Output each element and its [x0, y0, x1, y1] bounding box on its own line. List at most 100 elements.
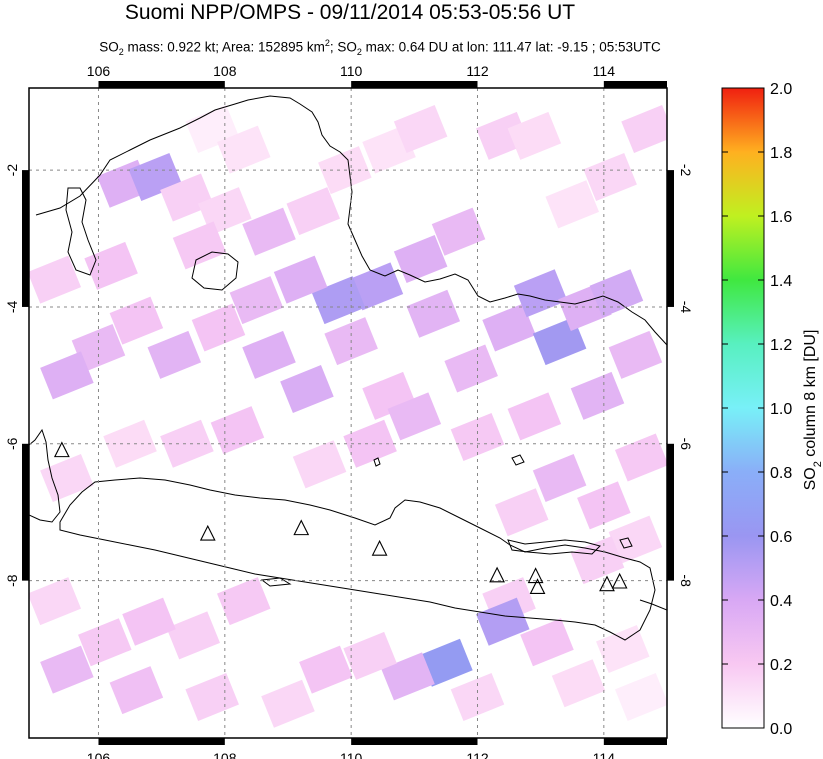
- so2-pixel-48: [210, 406, 265, 455]
- colorbar-label-rest: column 8 km [DU]: [802, 330, 819, 462]
- so2-pixel-59: [475, 597, 530, 646]
- x-tick-bottom-112: 112: [466, 750, 489, 759]
- so2-pixel-41: [608, 330, 663, 379]
- so2-pixel-27: [29, 255, 82, 304]
- volcano-marker-8: [611, 572, 628, 589]
- so2-pixel-20: [273, 255, 328, 304]
- kangean-islet: [619, 537, 633, 549]
- colorbar-ticks: 0.0 0.2 0.4 0.6 0.8 1.0 1.2 1.4 1.6 1.8 2.0: [722, 81, 792, 738]
- border-bar-left-3: [22, 443, 29, 581]
- y-tick-left--2: -2: [4, 164, 20, 177]
- so2-pixel-54: [614, 433, 667, 482]
- so2-pixel-76: [596, 625, 650, 674]
- x-tick-bottom-110: 110: [340, 750, 363, 759]
- cb-tick-label-0.6: 0.6: [770, 529, 792, 546]
- so2-pixel-73: [29, 577, 82, 626]
- so2-pixel-43: [507, 392, 562, 441]
- subtitle-so2-prefix: SO: [99, 39, 119, 55]
- so2-pixel-29: [172, 221, 227, 270]
- java-sea-islet: [511, 454, 525, 466]
- border-bar-bottom-5: [603, 738, 667, 745]
- so2-pixel-67: [166, 611, 221, 660]
- cb-tick-label-1.0: 1.0: [770, 401, 792, 418]
- cb-tick-label-1.2: 1.2: [770, 337, 792, 354]
- border-bar-top-5: [603, 81, 667, 88]
- cb-tick-label-1.6: 1.6: [770, 209, 792, 226]
- cb-tick-label-0.8: 0.8: [770, 465, 792, 482]
- so2-pixel-26: [40, 351, 94, 400]
- chart-subtitle: SO2 mass: 0.922 kt; Area: 152895 km2; SO…: [0, 34, 760, 61]
- x-tick-bottom-106: 106: [87, 750, 111, 759]
- so2-pixel-1: [217, 125, 271, 174]
- so2-pixel-7: [286, 187, 341, 236]
- coastline-layer: [29, 95, 667, 641]
- so2-pixel-46: [343, 419, 397, 468]
- subtitle-mid: ; SO: [329, 39, 357, 55]
- y-tick-left--4: -4: [4, 301, 20, 314]
- so2-pixel-60: [520, 618, 574, 667]
- so2-pixel-63: [343, 631, 397, 680]
- so2-pixel-56: [608, 515, 663, 564]
- so2-pixel-47: [292, 440, 347, 489]
- volcano-marker-1: [199, 524, 216, 541]
- karimunjawa-islet: [373, 457, 381, 467]
- so2-pixel-42: [570, 371, 625, 420]
- so2-pixel-28: [84, 241, 138, 290]
- y-tick-right--4: -4: [678, 301, 694, 314]
- cb-tick-label-0.0: 0.0: [770, 721, 792, 738]
- map-border-bars: [22, 81, 674, 745]
- so2-pixel-53: [577, 481, 631, 530]
- so2-pixel-4: [160, 173, 214, 222]
- so2-pixel-40: [589, 269, 644, 318]
- so2-pixel-66: [217, 577, 271, 626]
- so2-pixel-21: [229, 276, 284, 325]
- so2-pixel-64: [299, 645, 353, 694]
- cb-tick-label-2.0: 2.0: [770, 81, 792, 98]
- so2-pixel-16: [431, 207, 486, 256]
- so2-pixel-75: [551, 659, 606, 708]
- y-tick-left--6: -6: [4, 437, 20, 450]
- volcano-marker-4: [489, 566, 505, 583]
- gridlines: [29, 88, 667, 738]
- x-tick-top-110: 110: [340, 63, 363, 79]
- volcano-marker-2: [293, 519, 310, 536]
- bangka-island: [65, 187, 97, 276]
- sumatra-coastline: [29, 428, 61, 523]
- so2-pixel-62: [381, 652, 435, 701]
- colorbar: [721, 87, 765, 729]
- x-tick-top-108: 108: [213, 63, 237, 79]
- so2-pixel-72: [185, 672, 239, 721]
- y-tick-right--8: -8: [678, 574, 694, 587]
- chart-title: Suomi NPP/OMPS - 09/11/2014 05:53-05:56 …: [124, 1, 576, 24]
- so2-pixel-50: [103, 419, 157, 468]
- borneo-coastline: [35, 95, 667, 346]
- subtitle-max: max: 0.64 DU at lon: 111.47 lat: -9.15 ;…: [361, 39, 661, 55]
- x-axis-ticks: 106 106 108 108 110 110 112 112 114 114: [87, 63, 615, 759]
- map-frame: [28, 87, 668, 739]
- x-tick-bottom-114: 114: [593, 750, 616, 759]
- border-bar-top-3: [351, 81, 478, 88]
- border-bar-right-3: [667, 443, 674, 581]
- so2-pixel-23: [147, 330, 202, 379]
- cb-tick-label-1.8: 1.8: [770, 145, 792, 162]
- so2-pixel-12: [507, 111, 562, 160]
- colorbar-label: SO2 column 8 km [DU]: [802, 330, 823, 491]
- x-tick-top-106: 106: [87, 63, 111, 79]
- so2-pixel-13: [545, 180, 600, 229]
- so2-pixel-24: [109, 296, 164, 345]
- java-coastline: [59, 477, 656, 641]
- so2-pixel-30: [242, 330, 296, 379]
- so2-pixel-22: [191, 303, 246, 352]
- so2-pixel-34: [406, 289, 461, 338]
- bali-coastline: [639, 599, 667, 611]
- so2-pixel-74: [450, 672, 505, 721]
- colorbar-label-so: SO: [802, 467, 819, 490]
- so2-pixel-68: [122, 597, 176, 646]
- so2-pixel-44: [450, 412, 505, 461]
- colorbar-label-sub: 2: [812, 461, 823, 467]
- cb-tick-label-0.4: 0.4: [770, 593, 792, 610]
- so2-pixel-18: [349, 262, 404, 311]
- so2-pixel-51: [40, 453, 94, 503]
- subtitle-so2-sub: 2: [118, 47, 124, 58]
